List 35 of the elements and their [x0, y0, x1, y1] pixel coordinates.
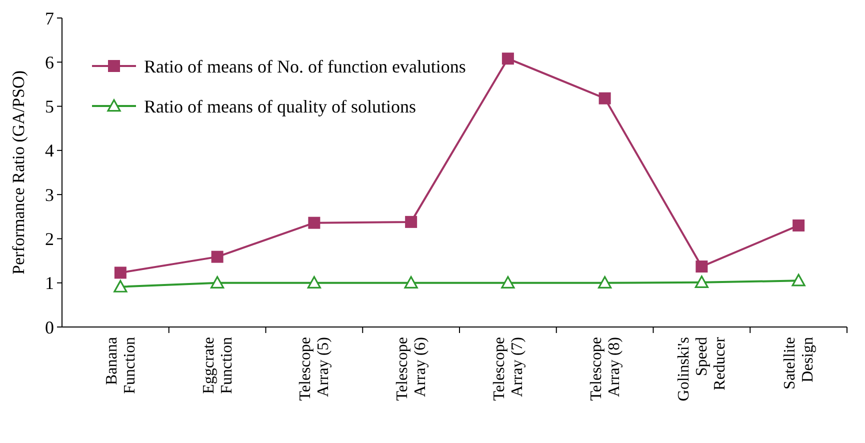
x-tick-label: Banana Function — [103, 337, 138, 394]
y-tick-label: 3 — [45, 184, 54, 205]
x-tick-label: Golinski's Speed Reducer — [676, 336, 729, 402]
y-axis-title: Performance Ratio (GA/PSO) — [9, 70, 28, 274]
y-tick-label: 6 — [45, 52, 54, 72]
legend-label: Ratio of means of quality of solutions — [144, 96, 416, 116]
point — [598, 276, 612, 288]
y-tick-label: 7 — [45, 8, 54, 28]
point — [114, 266, 126, 279]
point — [501, 276, 515, 288]
x-tick-label: Telescope Array (7) — [490, 337, 526, 401]
point — [792, 274, 806, 286]
point — [210, 276, 224, 288]
point — [696, 260, 708, 273]
point — [404, 276, 418, 288]
x-tick-label: Telescope Array (8) — [588, 337, 623, 401]
y-tick-label: 1 — [45, 273, 54, 294]
point — [307, 276, 321, 288]
point — [114, 280, 128, 292]
x-tick-label: Satellite Design — [782, 337, 817, 390]
point — [308, 216, 320, 229]
y-tick-label: 5 — [45, 96, 54, 117]
y-tick-label: 0 — [45, 317, 54, 338]
point — [405, 216, 418, 228]
point — [598, 92, 611, 104]
x-tick-label: Telescope Array (5) — [297, 337, 332, 401]
x-tick-label: Telescope Array (6) — [394, 337, 430, 401]
point — [694, 276, 708, 288]
point — [211, 250, 224, 263]
point — [502, 52, 514, 65]
legend-label: Ratio of means of No. of function evalutions — [144, 56, 466, 76]
point — [792, 219, 805, 232]
y-tick-label: 4 — [45, 140, 54, 161]
x-tick-label: Eggcrate Function — [200, 337, 236, 394]
y-tick-label: 2 — [45, 229, 54, 250]
